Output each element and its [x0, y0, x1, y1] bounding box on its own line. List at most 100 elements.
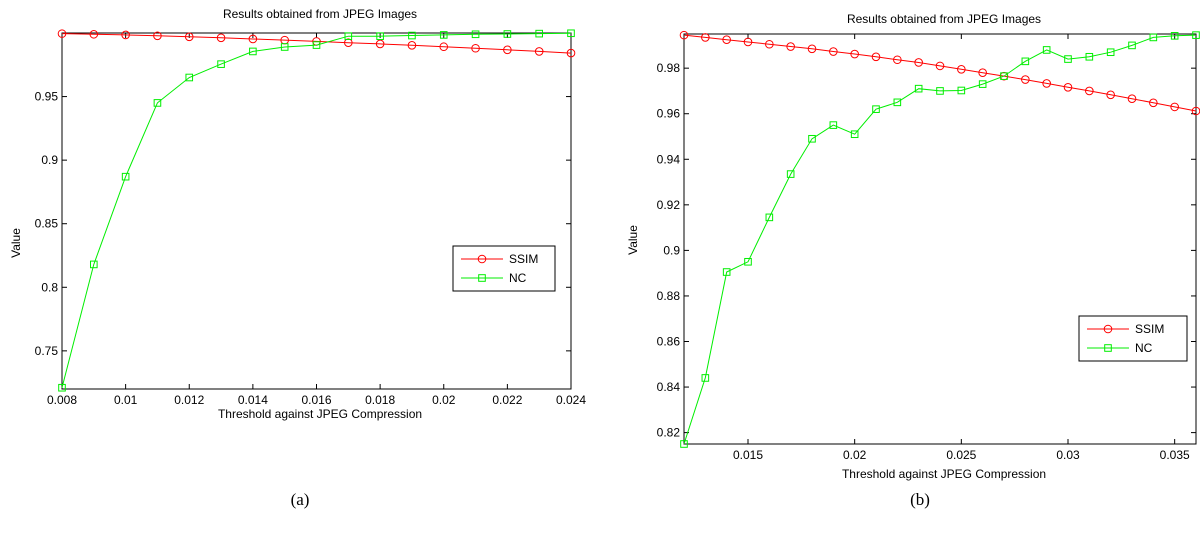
data-point-ssim	[871, 52, 881, 62]
data-point-nc	[1192, 31, 1200, 39]
legend-marker-ssim	[1103, 324, 1113, 334]
data-point-nc	[1170, 32, 1179, 40]
legend-label-ssim: SSIM	[509, 252, 538, 266]
data-point-ssim	[407, 41, 417, 50]
data-point-nc	[786, 170, 795, 178]
data-point-nc	[701, 374, 710, 382]
x-tick-label: 0.01	[114, 393, 138, 407]
data-point-nc	[312, 41, 321, 49]
y-tick-label: 0.98	[657, 61, 681, 75]
data-point-nc	[503, 30, 512, 38]
x-axis-label: Threshold against JPEG Compression	[218, 407, 422, 421]
data-point-nc	[1021, 57, 1030, 66]
data-point-nc	[249, 47, 257, 56]
data-point-nc	[280, 43, 289, 51]
data-point-ssim	[786, 42, 795, 51]
y-tick-label: 0.86	[657, 335, 681, 349]
legend-label-ssim: SSIM	[1135, 322, 1164, 336]
data-point-nc	[471, 30, 480, 39]
plot-area: 0.008 0.01 0.012 0.014 0.016 0.018 0.02 0.022 0.…	[35, 29, 586, 407]
data-point-ssim	[248, 34, 258, 44]
data-point-ssim	[344, 38, 353, 47]
data-point-ssim	[1170, 102, 1179, 112]
data-point-ssim	[216, 33, 226, 43]
x-tick-label: 0.018	[365, 393, 395, 407]
data-point-nc	[185, 73, 194, 82]
data-point-nc	[1042, 46, 1051, 54]
y-axis-label: Value	[9, 228, 23, 258]
data-point-nc	[1106, 48, 1115, 57]
data-point-ssim	[1063, 83, 1073, 92]
data-point-ssim	[893, 55, 902, 65]
data-point-ssim	[914, 58, 923, 67]
data-point-ssim	[679, 30, 689, 40]
data-point-ssim	[375, 39, 385, 49]
plot-area: 0.015 0.02 0.025 0.03 0.035 0.82 0.84 0.86 0.88 0…	[657, 30, 1200, 462]
data-point-ssim	[1042, 79, 1051, 88]
series-line-nc	[61, 32, 572, 388]
data-point-nc	[376, 32, 384, 40]
data-point-nc	[1128, 41, 1136, 50]
data-point-nc	[217, 60, 225, 68]
data-point-ssim	[503, 45, 512, 55]
legend-label-nc: NC	[1135, 341, 1153, 355]
data-point-nc	[344, 32, 353, 40]
data-point-ssim	[534, 47, 544, 56]
data-point-nc	[957, 86, 966, 95]
data-point-nc	[58, 383, 66, 392]
data-point-nc	[936, 87, 944, 95]
data-point-ssim	[184, 32, 194, 42]
data-point-ssim	[1021, 75, 1030, 84]
y-tick-label: 0.75	[35, 344, 59, 358]
chart-panel-b: Results obtained from JPEG Images 0.015 0…	[626, 12, 1200, 509]
data-point-ssim	[935, 61, 945, 71]
x-tick-label: 0.035	[1160, 448, 1190, 462]
legend-label-nc: NC	[509, 271, 527, 285]
data-point-ssim	[121, 30, 130, 40]
data-point-nc	[914, 84, 923, 93]
series-line-ssim	[683, 34, 1197, 112]
data-point-ssim	[850, 49, 859, 59]
legend-box	[452, 245, 556, 292]
legend-box	[1078, 315, 1188, 362]
y-tick-label: 0.96	[657, 107, 681, 121]
series-line-nc	[683, 34, 1197, 445]
chart-title: Results obtained from JPEG Images	[847, 12, 1041, 26]
data-point-nc	[978, 80, 987, 88]
x-tick-label: 0.025	[946, 448, 976, 462]
data-point-nc	[722, 268, 731, 276]
figure-caption: (a)	[291, 490, 310, 509]
data-point-ssim	[722, 35, 731, 44]
data-point-ssim	[957, 65, 966, 74]
data-point-nc	[121, 172, 130, 181]
plot-frame	[61, 32, 572, 390]
data-point-nc	[1064, 55, 1072, 63]
y-tick-label: 0.9	[41, 153, 58, 167]
y-tick-label: 0.92	[657, 198, 681, 212]
x-tick-label: 0.03	[1056, 448, 1080, 462]
legend: SSIM NC	[1078, 315, 1188, 362]
data-point-ssim	[439, 42, 449, 52]
data-point-nc	[1000, 72, 1008, 80]
data-point-nc	[408, 31, 416, 40]
y-tick-label: 0.84	[657, 380, 681, 394]
x-tick-label: 0.02	[432, 393, 456, 407]
chart-title: Results obtained from JPEG Images	[223, 7, 417, 21]
data-point-nc	[680, 440, 688, 448]
y-tick-label: 0.95	[35, 90, 59, 104]
data-point-ssim	[1085, 86, 1094, 96]
legend: SSIM NC	[452, 245, 556, 292]
x-tick-label: 0.024	[556, 393, 586, 407]
y-axis-label: Value	[626, 225, 640, 255]
data-point-nc	[90, 260, 98, 269]
data-point-nc	[439, 31, 448, 39]
x-tick-label: 0.016	[301, 393, 331, 407]
figure-caption: (b)	[910, 490, 930, 509]
data-point-ssim	[57, 29, 67, 38]
data-point-ssim	[1127, 94, 1137, 103]
data-point-ssim	[743, 37, 753, 47]
x-axis-label: Threshold against JPEG Compression	[842, 467, 1046, 481]
y-tick-label: 0.8	[41, 280, 58, 294]
data-point-nc	[567, 29, 575, 38]
